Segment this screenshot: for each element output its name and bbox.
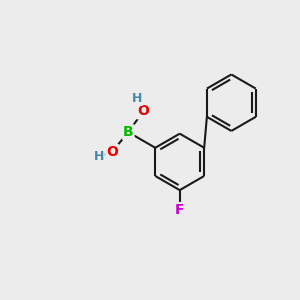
Text: B: B [123,125,134,139]
Text: F: F [175,203,184,217]
Text: H: H [132,92,142,105]
Text: O: O [106,145,118,159]
Text: O: O [137,104,149,118]
Text: H: H [94,150,104,163]
